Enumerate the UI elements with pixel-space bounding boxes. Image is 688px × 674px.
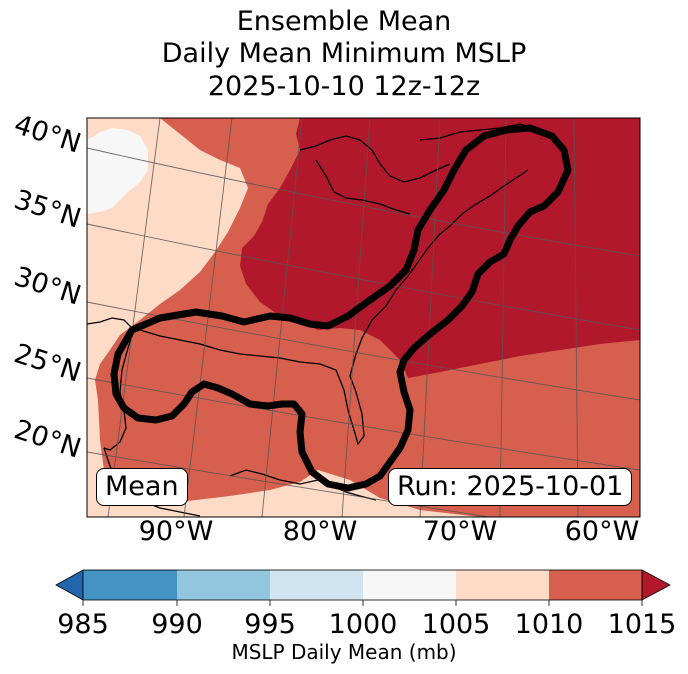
colorbar-bin (83, 570, 177, 600)
colorbar-extend-high (641, 569, 671, 601)
colorbar-tick-label: 985 (57, 609, 109, 640)
colorbar-tick-label: 1010 (515, 609, 584, 640)
lat-label: 35°N (10, 184, 84, 235)
colorbar-tick-label: 995 (244, 609, 296, 640)
colorbar-tick-label: 990 (151, 609, 203, 640)
title-line-3: 2025-10-10 12z-12z (207, 71, 481, 102)
colorbar-bin (549, 570, 642, 600)
colorbar-title: MSLP Daily Mean (mb) (231, 640, 457, 664)
colorbar-bin (177, 570, 270, 600)
lon-label: 70°W (423, 516, 498, 547)
region-1015-plus (240, 118, 640, 378)
lon-label: 60°W (565, 516, 640, 547)
lon-label: 90°W (139, 516, 214, 547)
lat-label: 20°N (10, 414, 84, 465)
colorbar-bin (270, 570, 363, 600)
region-1000-1005 (87, 128, 148, 214)
colorbar-tick-label: 1005 (422, 609, 491, 640)
contour-outline (110, 124, 572, 492)
lat-label: 40°N (10, 109, 84, 160)
lon-label: 80°W (283, 516, 358, 547)
colorbar-bin (363, 570, 456, 600)
map-area (87, 118, 640, 517)
colorbar-bin (456, 570, 549, 600)
colorbar-extend-low (55, 569, 84, 601)
colorbar-tick-label: 1015 (608, 609, 677, 640)
title-line-1: Ensemble Mean (236, 6, 452, 37)
mean-label-box: Mean (96, 468, 188, 506)
run-label-box: Run: 2025-10-01 (388, 468, 633, 506)
lat-label: 25°N (10, 338, 84, 389)
colorbar-tick-label: 1000 (329, 609, 398, 640)
colorbar: 985 990 995 1000 1005 1010 1015 (55, 569, 677, 640)
title-line-2: Daily Mean Minimum MSLP (161, 38, 527, 69)
lat-label: 30°N (10, 261, 84, 312)
map-frame (86, 117, 641, 518)
